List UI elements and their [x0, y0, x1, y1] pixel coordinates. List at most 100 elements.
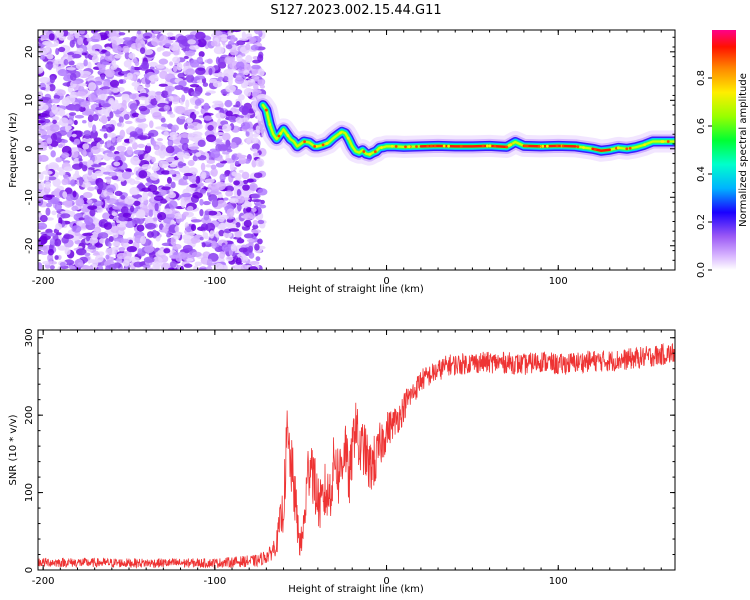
spectrogram-noise-blob: [243, 233, 254, 239]
colorbar-tick-label: 0.2: [696, 214, 707, 230]
carrier-speckle: [459, 144, 463, 148]
spectrogram-noise-blob: [169, 188, 174, 195]
spectrogram-noise-blob: [91, 55, 99, 63]
spectrogram-noise-blob: [49, 124, 60, 132]
spectrogram-noise-blob: [252, 137, 259, 144]
spectrogram-noise-blob: [238, 156, 247, 165]
carrier-speckle: [541, 144, 545, 148]
spectrogram-noise-blob: [98, 93, 108, 101]
spectrogram-noise-blob: [157, 211, 167, 221]
spectrogram-noise-blob: [150, 97, 158, 106]
spectrogram-noise-blob: [105, 248, 116, 256]
spectrogram-noise-blob: [124, 196, 135, 205]
spectrogram-noise-blob: [113, 161, 121, 167]
spectrogram-noise-blob: [38, 112, 48, 118]
spectrogram-noise-blob: [56, 232, 62, 236]
spectrogram-noise-blob: [119, 129, 126, 139]
spectrogram-noise-blob: [91, 164, 102, 168]
spectrogram-noise-blob: [183, 109, 191, 116]
spectrogram-noise-blob: [44, 42, 53, 46]
spectrogram-noise-blob: [39, 54, 46, 60]
spectrogram-noise-blob: [84, 252, 91, 257]
spectrogram-noise-blob: [221, 244, 232, 252]
spectrogram-noise-blob: [182, 192, 192, 198]
spectrogram-noise-blob: [240, 122, 251, 130]
carrier-speckle: [485, 144, 489, 148]
colorbar-tick-label: 0.4: [696, 166, 707, 182]
spectrogram-noise-blob: [187, 132, 194, 141]
spectrogram-noise-blob: [204, 92, 212, 96]
spectrogram-noise-blob: [251, 159, 257, 168]
spectrogram-noise-blob: [38, 103, 49, 111]
carrier-speckle: [488, 144, 492, 148]
spectrogram-noise-blob: [46, 61, 53, 65]
spectrogram-noise-blob: [172, 231, 181, 240]
spectrogram-noise-blob: [186, 117, 194, 123]
snr-y-tick-label: 300: [24, 328, 35, 347]
spectrogram-noise-blob: [190, 237, 198, 244]
spectrogram-noise-blob: [146, 142, 151, 147]
spectrogram-noise-blob: [102, 103, 111, 108]
spectrogram-noise-blob: [205, 164, 212, 168]
spectrogram-noise-blob: [59, 262, 66, 267]
spectrogram-noise-blob: [257, 219, 265, 225]
spectrogram-noise-blob: [168, 200, 178, 209]
spectrogram-noise-blob: [169, 113, 176, 118]
spectrogram-noise-blob: [78, 158, 83, 162]
spectrogram-noise-blob: [161, 186, 172, 191]
spectrogram-noise-blob: [105, 51, 111, 57]
spectrogram-noise-blob: [48, 33, 55, 41]
spectrogram-noise-blob: [214, 30, 222, 36]
spectrogram-noise-blob: [180, 199, 186, 208]
spectrogram-noise-blob: [252, 56, 259, 60]
snr-x-tick-label: 100: [549, 576, 568, 587]
spectrogram-noise-blob: [40, 251, 48, 256]
spectrogram-noise-blob: [38, 181, 45, 190]
carrier-speckle: [415, 145, 418, 148]
spectrogram-noise-blob: [238, 247, 248, 253]
spectrogram-noise-blob: [174, 225, 180, 233]
spectrogram-noise-blob: [46, 137, 53, 145]
spectrogram-noise-blob: [81, 52, 88, 56]
spectrogram-y-tick-label: 20: [24, 45, 35, 58]
spectrogram-noise-blob: [105, 195, 111, 201]
spectrogram-noise-blob: [81, 137, 93, 143]
spectrogram-noise-blob: [179, 133, 190, 139]
spectrogram-noise-blob: [199, 198, 204, 206]
spectrogram-noise-blob: [87, 237, 99, 244]
spectrogram-noise-blob: [194, 105, 199, 109]
spectrogram-noise-blob: [185, 68, 196, 76]
spectrogram-noise-blob: [169, 131, 178, 138]
spectrogram-noise-blob: [245, 55, 253, 64]
spectrogram-noise-blob: [185, 74, 195, 83]
spectrogram-noise-blob: [173, 51, 180, 56]
spectrogram-noise-blob: [112, 232, 119, 239]
spectrogram-noise-blob: [97, 264, 104, 270]
spectrogram-noise-blob: [74, 30, 80, 39]
spectrogram-noise-blob: [176, 35, 188, 45]
spectrogram-noise-blob: [234, 77, 245, 85]
spectrogram-noise-blob: [257, 238, 263, 245]
spectrogram-noise-blob: [132, 142, 138, 150]
spectrogram-noise-blob: [84, 216, 94, 226]
spectrogram-noise-blob: [100, 74, 106, 80]
spectrogram-noise-blob: [230, 34, 236, 43]
spectrogram-noise-blob: [255, 201, 262, 207]
spectrogram-noise-blob: [250, 229, 262, 234]
spectrogram-noise-blob: [112, 45, 123, 54]
spectrogram-noise-blob: [251, 75, 260, 80]
spectrogram-noise-blob: [183, 172, 193, 177]
spectrogram-noise-blob: [198, 51, 205, 58]
spectrogram-noise-blob: [253, 129, 261, 135]
spectrogram-noise-blob: [259, 84, 266, 89]
spectrogram-noise-blob: [75, 62, 85, 70]
spectrogram-noise-blob: [224, 99, 233, 108]
spectrogram-noise-blob: [236, 40, 246, 46]
spectrogram-noise-blob: [110, 224, 120, 234]
spectrogram-noise-blob: [239, 37, 249, 41]
spectrogram-noise-blob: [67, 51, 75, 56]
spectrogram-noise-blob: [55, 157, 63, 163]
spectrogram-noise-blob: [41, 170, 53, 175]
spectrogram-noise-blob: [151, 140, 157, 147]
spectrogram-noise-blob: [166, 32, 174, 37]
